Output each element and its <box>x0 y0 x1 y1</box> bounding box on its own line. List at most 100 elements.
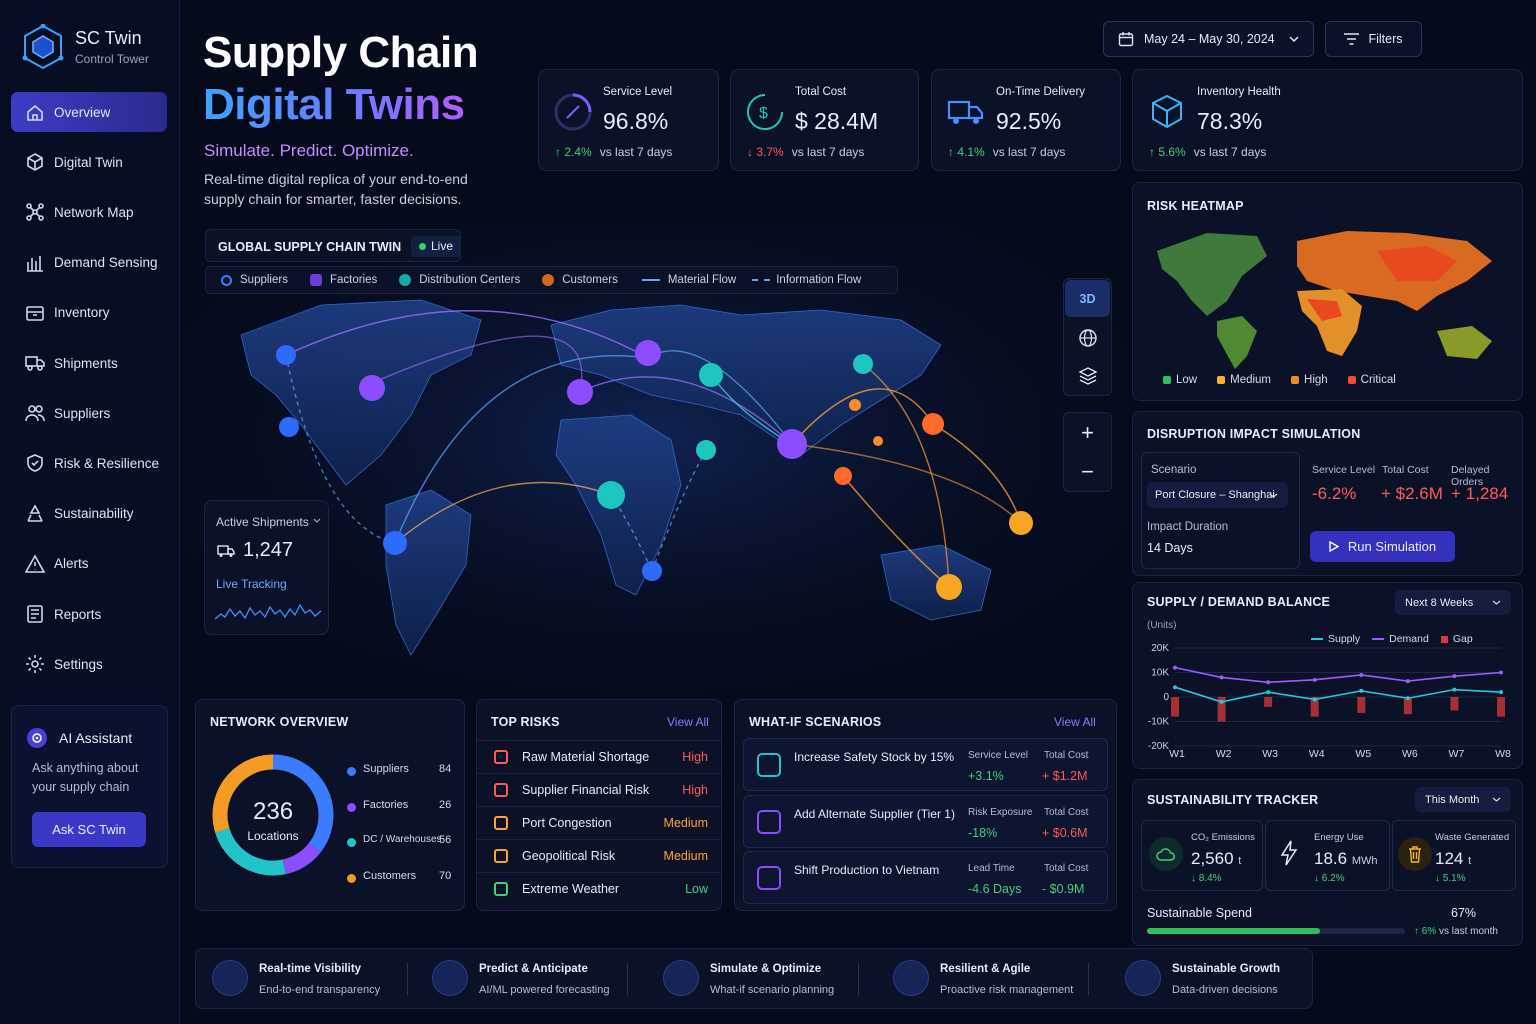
risk-row[interactable]: Port Congestion Medium <box>477 806 721 839</box>
feature-subtitle: Proactive risk management <box>940 984 1074 996</box>
zoom-in-button[interactable]: + <box>1065 414 1110 452</box>
globe-view-button[interactable] <box>1065 320 1110 356</box>
hero-tagline: Simulate. Predict. Optimize. <box>204 141 414 160</box>
filters-button[interactable]: Filters <box>1325 21 1422 57</box>
active-shipments-card[interactable]: Active Shipments 1,247 Live Tracking <box>204 500 329 635</box>
what-if-scenario-row[interactable]: Shift Production to Vietnam Lead Time -4.6… <box>743 851 1108 904</box>
zoom-out-button[interactable]: − <box>1065 453 1110 491</box>
sustainability-title: SUSTAINABILITY TRACKER <box>1147 793 1319 807</box>
scenario-label: Increase Safety Stock by 15% <box>794 750 955 764</box>
run-simulation-button[interactable]: Run Simulation <box>1310 531 1455 562</box>
zoom-controls: + − <box>1063 412 1112 492</box>
what-if-scenario-row[interactable]: Increase Safety Stock by 15% Service Leve… <box>743 738 1108 791</box>
feature-strip: Real-time Visibility End-to-end transpare… <box>195 948 1313 1009</box>
sidebar-item-settings[interactable]: Settings <box>11 644 167 684</box>
sidebar-item-suppliers[interactable]: Suppliers <box>11 393 167 433</box>
waste-label: Waste Generated <box>1435 832 1510 843</box>
top-risks-card: TOP RISKS View All Raw Material Shortage… <box>476 699 722 911</box>
sidebar-item-shipments[interactable]: Shipments <box>11 343 167 383</box>
feature-subtitle: What-if scenario planning <box>710 984 835 996</box>
layers-button[interactable] <box>1065 358 1110 394</box>
feature-divider <box>858 963 859 995</box>
kpi-card-inventory-health[interactable]: Inventory Health 78.3% ↑ 5.6% vs last 7 day… <box>1132 69 1523 171</box>
donut-slice-suppliers <box>272 754 334 853</box>
sidebar-item-label: Digital Twin <box>54 154 123 170</box>
what-if-view-all-link[interactable]: View All <box>1054 715 1096 729</box>
kpi-change-suffix: vs last 7 days <box>791 145 865 159</box>
y-tick-label: -20K <box>1148 741 1169 752</box>
ask-sc-twin-button[interactable]: Ask SC Twin <box>32 812 146 847</box>
risk-level: Medium <box>663 816 708 830</box>
scenario-metric-1-value: -4.6 Days <box>968 882 1022 896</box>
risk-row[interactable]: Supplier Financial Risk High <box>477 773 721 806</box>
impact-duration-value: 14 Days <box>1147 541 1193 555</box>
metric-delayed-orders-value: + 1,284 <box>1451 484 1509 503</box>
scenario-metric-1-label: Risk Exposure <box>968 806 1033 818</box>
kpi-label: Total Cost <box>795 86 847 98</box>
kpi-card-service-level[interactable]: Service Level 96.8% ↑ 2.4% vs last 7 days <box>538 69 719 171</box>
sidebar-item-label: Reports <box>54 606 102 622</box>
legend-distribution-centers: Distribution Centers <box>419 274 521 286</box>
legend-gap: Gap <box>1452 633 1473 645</box>
feature-divider <box>1088 963 1089 995</box>
co2-tile: CO₂ Emissions 2,560 t ↓ 8.4% <box>1141 820 1263 891</box>
energy-label: Energy Use <box>1314 832 1364 843</box>
risk-level: High <box>682 750 708 764</box>
ai-assistant-text-1: Ask anything about <box>32 761 139 775</box>
date-range-picker[interactable]: May 24 – May 30, 2024 <box>1103 21 1314 57</box>
weather-icon <box>494 882 508 896</box>
risk-row[interactable]: Raw Material Shortage High <box>477 740 721 773</box>
bar-chart-icon <box>27 255 43 272</box>
sidebar-item-risk-resilience[interactable]: Risk & Resilience <box>11 443 167 483</box>
sidebar-item-inventory[interactable]: Inventory <box>11 293 167 333</box>
view-3d-button[interactable]: 3D <box>1065 280 1110 317</box>
shield-icon <box>27 454 43 473</box>
risk-label: Supplier Financial Risk <box>522 783 650 797</box>
kpi-change: ↑ 4.1% vs last 7 days <box>948 145 1065 159</box>
sidebar-item-demand-sensing[interactable]: Demand Sensing <box>11 243 167 283</box>
sidebar-item-alerts[interactable]: Alerts <box>11 544 167 584</box>
metric-total-cost-value: + $2.6M <box>1381 484 1443 503</box>
energy-value: 18.6 <box>1314 849 1348 868</box>
gap-bar <box>1217 697 1226 722</box>
sidebar-item-digital-twin[interactable]: Digital Twin <box>11 142 167 182</box>
what-if-scenario-row[interactable]: Add Alternate Supplier (Tier 1) Risk Expo… <box>743 794 1108 848</box>
lightning-icon <box>1280 840 1298 866</box>
risk-row[interactable]: Geopolitical Risk Medium <box>477 839 721 872</box>
network-total: 236 <box>253 798 294 825</box>
legend-medium: Medium <box>1217 374 1271 386</box>
gap-bar <box>1264 697 1273 707</box>
network-legend-dot <box>347 802 356 812</box>
chevron-down-icon <box>1492 797 1501 802</box>
sidebar-item-reports[interactable]: Reports <box>11 594 167 634</box>
sidebar-item-label: Overview <box>54 104 111 120</box>
kpi-change-suffix: vs last 7 days <box>599 145 673 159</box>
donut-slice-customers <box>212 754 274 833</box>
sustainable-spend-track <box>1147 928 1405 934</box>
truck-icon <box>25 356 45 371</box>
balance-range-select[interactable]: Next 8 Weeks <box>1395 590 1511 615</box>
risk-label: Geopolitical Risk <box>522 849 616 863</box>
sidebar-item-network-map[interactable]: Network Map <box>11 192 167 232</box>
series-point-supply <box>1173 685 1177 690</box>
kpi-card-on-time-delivery[interactable]: On-Time Delivery 92.5% ↑ 4.1% vs last 7 day… <box>931 69 1121 171</box>
risk-row[interactable]: Extreme Weather Low <box>477 872 721 905</box>
network-legend-value: 56 <box>439 834 452 846</box>
kpi-card-total-cost[interactable]: $ Total Cost $ 28.4M ↓ 3.7% vs last 7 days <box>730 69 919 171</box>
sidebar-item-sustainability[interactable]: Sustainability <box>11 494 167 534</box>
scenario-select[interactable]: Port Closure – Shanghai <box>1147 482 1288 508</box>
x-tick-label: W3 <box>1262 748 1278 760</box>
global-twin-map[interactable] <box>181 225 1121 695</box>
top-risks-view-all-link[interactable]: View All <box>667 715 709 729</box>
network-overview-card: NETWORK OVERVIEW 236 Locations Suppliers… <box>195 699 465 911</box>
sidebar-item-overview[interactable]: Overview <box>11 92 167 132</box>
sustainability-range-select[interactable]: This Month <box>1415 787 1511 812</box>
ai-assistant-text-2: your supply chain <box>32 780 130 794</box>
network-legend-value: 84 <box>439 763 452 775</box>
kpi-change: ↑ 2.4% vs last 7 days <box>555 145 672 159</box>
material-icon <box>494 750 508 764</box>
gap-bar <box>1497 697 1505 717</box>
home-icon <box>27 104 43 121</box>
scenario-metric-1-label: Lead Time <box>968 863 1015 874</box>
arrow-up-icon: ↑ <box>1149 145 1159 159</box>
